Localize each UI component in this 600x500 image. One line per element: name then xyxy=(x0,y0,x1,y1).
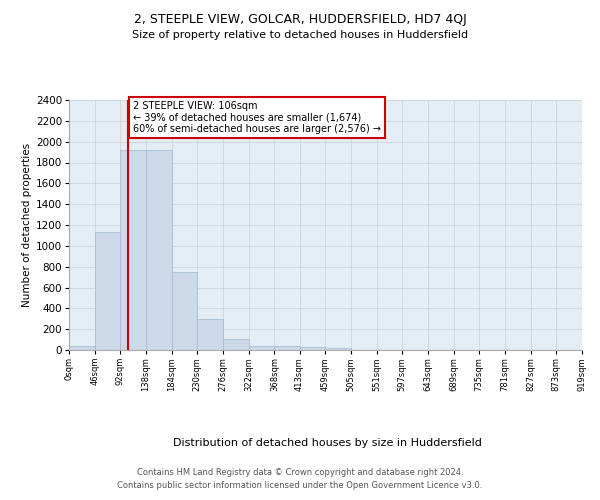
Bar xyxy=(172,272,197,350)
Bar xyxy=(249,346,274,350)
Text: Size of property relative to detached houses in Huddersfield: Size of property relative to detached ho… xyxy=(132,30,468,40)
Bar xyxy=(121,150,146,350)
Bar xyxy=(146,150,172,350)
Y-axis label: Number of detached properties: Number of detached properties xyxy=(22,143,32,307)
Bar xyxy=(197,319,223,350)
Bar xyxy=(325,348,351,350)
Text: 2, STEEPLE VIEW, GOLCAR, HUDDERSFIELD, HD7 4QJ: 2, STEEPLE VIEW, GOLCAR, HUDDERSFIELD, H… xyxy=(134,12,466,26)
Bar xyxy=(223,339,249,350)
Bar xyxy=(299,348,325,350)
Text: 2 STEEPLE VIEW: 106sqm
← 39% of detached houses are smaller (1,674)
60% of semi-: 2 STEEPLE VIEW: 106sqm ← 39% of detached… xyxy=(133,101,380,134)
Text: Distribution of detached houses by size in Huddersfield: Distribution of detached houses by size … xyxy=(173,438,481,448)
Text: Contains public sector information licensed under the Open Government Licence v3: Contains public sector information licen… xyxy=(118,480,482,490)
Bar xyxy=(274,346,300,350)
Text: Contains HM Land Registry data © Crown copyright and database right 2024.: Contains HM Land Registry data © Crown c… xyxy=(137,468,463,477)
Bar xyxy=(69,346,95,350)
Bar xyxy=(95,232,121,350)
